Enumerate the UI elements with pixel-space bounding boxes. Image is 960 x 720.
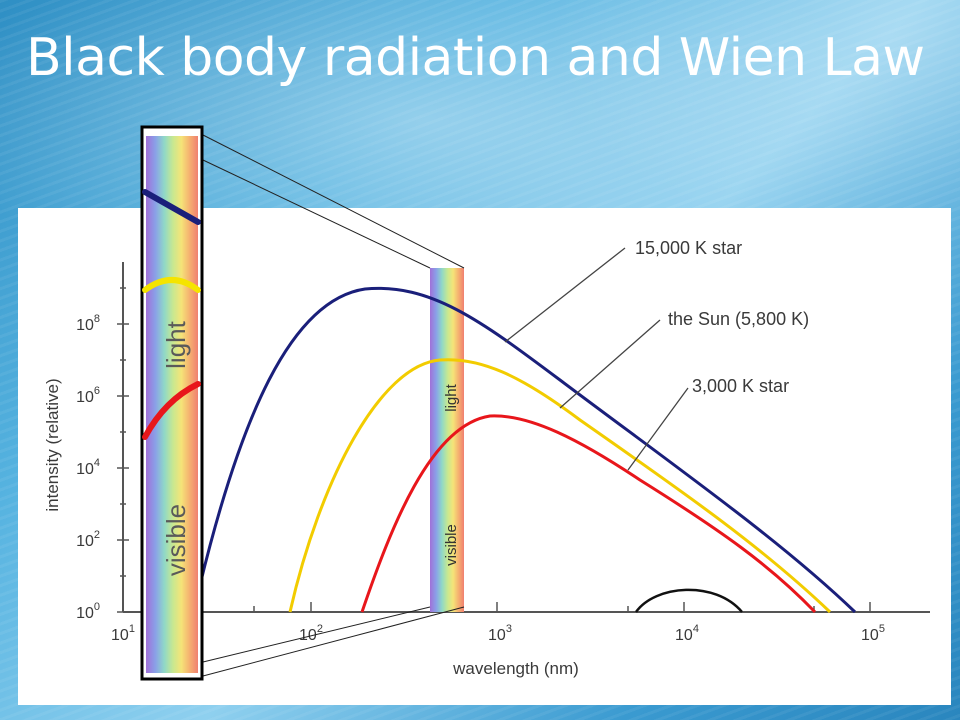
label-15000k: 15,000 K star: [635, 238, 742, 258]
label-3000k: 3,000 K star: [692, 376, 789, 396]
x-tick-label: 103: [488, 623, 512, 644]
enlarged-curve-sun: [142, 277, 201, 293]
leader-15000k: [504, 247, 626, 343]
enlarged-label-light: light: [161, 320, 191, 368]
y-axis-label: intensity (relative): [43, 378, 62, 511]
y-tick-label: 102: [76, 529, 100, 550]
leader-sun: [559, 319, 661, 409]
slide-title: Black body radiation and Wien Law: [26, 28, 925, 88]
enlarged-curve-3000k: [142, 381, 201, 440]
enlarged-label-visible: visible: [161, 504, 191, 576]
x-axis-label: wavelength (nm): [452, 659, 579, 678]
curve-3000k: [360, 414, 817, 614]
leader-3000k: [627, 387, 689, 471]
curve-sun: [288, 358, 832, 614]
x-tick-label: 101: [111, 623, 135, 644]
y-tick-marks: [117, 287, 129, 613]
band-label-visible: visible: [443, 524, 460, 566]
x-tick-label: 102: [299, 623, 323, 644]
y-tick-label: 104: [76, 457, 100, 478]
band-label-light: light: [443, 383, 460, 411]
label-sun: the Sun (5,800 K): [668, 309, 809, 329]
y-tick-label: 108: [76, 313, 100, 334]
enlarged-curve-15000k: [142, 189, 201, 225]
curve-15000k: [198, 286, 857, 614]
y-tick-label: 100: [76, 601, 100, 622]
x-tick-marks: [122, 602, 871, 612]
y-tick-label: 106: [76, 385, 100, 406]
small-curve: [634, 588, 743, 613]
x-tick-label: 105: [861, 623, 885, 644]
x-tick-label: 104: [675, 623, 699, 644]
zoom-guide-lines: [202, 134, 465, 677]
